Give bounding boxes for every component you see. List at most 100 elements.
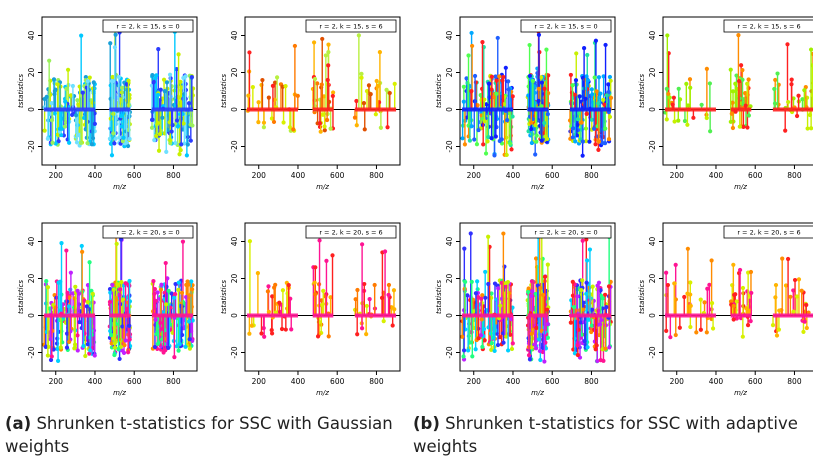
- data-point: [320, 36, 325, 42]
- data-point: [809, 126, 813, 131]
- data-point: [598, 322, 603, 327]
- data-point: [68, 270, 73, 275]
- data-point: [49, 117, 55, 123]
- data-point: [461, 99, 466, 104]
- data-point: [154, 332, 159, 337]
- data-point: [575, 117, 581, 122]
- data-point: [579, 120, 584, 125]
- data-point: [249, 323, 254, 328]
- data-point: [43, 344, 48, 349]
- data-point: [367, 297, 372, 302]
- data-point: [682, 118, 688, 124]
- data-point: [677, 325, 682, 330]
- data-point: [87, 307, 92, 312]
- data-point: [607, 345, 612, 350]
- y-tick-label: 0: [445, 313, 454, 318]
- x-axis-label: m/z: [531, 183, 544, 191]
- y-tick-label: 20: [648, 68, 657, 78]
- data-point: [505, 279, 511, 285]
- data-point: [359, 71, 364, 76]
- data-point: [580, 278, 585, 283]
- data-point: [575, 122, 580, 127]
- y-tick-label: -20: [230, 140, 239, 152]
- x-tick-label: 400: [506, 377, 521, 386]
- data-point: [270, 83, 276, 88]
- data-point: [255, 271, 260, 276]
- data-point: [157, 132, 163, 137]
- data-point: [594, 89, 599, 94]
- data-point: [691, 115, 696, 120]
- data-point: [58, 279, 63, 284]
- data-point: [311, 40, 317, 45]
- x-tick-label: 600: [748, 171, 763, 180]
- data-point: [482, 338, 487, 343]
- y-tick-label: -20: [648, 140, 657, 152]
- data-point: [161, 350, 166, 355]
- data-point: [568, 72, 573, 78]
- data-point: [124, 140, 129, 145]
- baseline-band: [664, 107, 716, 112]
- data-point: [107, 287, 113, 292]
- data-point: [474, 142, 480, 147]
- data-point: [544, 136, 550, 142]
- data-point: [119, 124, 124, 129]
- data-point: [327, 99, 332, 105]
- data-point: [152, 138, 157, 143]
- data-point: [534, 133, 539, 138]
- x-tick-label: 200: [252, 377, 267, 386]
- x-tick-label: 600: [748, 377, 763, 386]
- data-point: [330, 253, 335, 258]
- data-point: [475, 279, 480, 284]
- data-point: [317, 238, 322, 243]
- data-point: [478, 333, 484, 338]
- data-point: [88, 348, 93, 353]
- data-point: [584, 111, 589, 116]
- data-point: [465, 293, 470, 298]
- data-point: [364, 332, 369, 337]
- data-point: [110, 74, 115, 80]
- data-point: [45, 136, 51, 141]
- data-point: [378, 125, 383, 130]
- data-point: [671, 95, 676, 100]
- data-point: [283, 83, 288, 89]
- data-point: [585, 52, 590, 58]
- data-point: [112, 141, 117, 146]
- data-point: [360, 242, 365, 247]
- data-point: [601, 358, 606, 363]
- x-tick-label: 600: [330, 377, 345, 386]
- baseline-band: [43, 107, 95, 112]
- data-point: [497, 334, 502, 340]
- data-point: [176, 280, 181, 285]
- data-point: [261, 125, 266, 130]
- data-point: [352, 115, 358, 120]
- data-point: [277, 300, 282, 305]
- x-tick-label: 400: [291, 171, 306, 180]
- data-point: [75, 333, 80, 338]
- panel-legend-text: r = 2, k = 15, s = 0: [116, 23, 179, 31]
- baseline-band: [109, 107, 131, 112]
- data-point: [464, 76, 469, 81]
- data-point: [591, 126, 597, 131]
- data-point: [596, 101, 601, 106]
- plot-panel-a-1-1: 200 400 600 800 -20 0 20 40 m/z tstatistics r = 2,…: [220, 222, 401, 397]
- data-point: [608, 78, 613, 83]
- data-point: [743, 90, 748, 96]
- data-point: [596, 139, 602, 144]
- y-tick-label: 20: [648, 274, 657, 284]
- data-point: [120, 297, 126, 302]
- data-point: [55, 132, 61, 137]
- data-point: [472, 137, 477, 142]
- data-point: [536, 337, 542, 342]
- data-point: [734, 73, 739, 78]
- data-point: [573, 139, 578, 144]
- data-point: [270, 294, 275, 299]
- data-point: [800, 97, 805, 102]
- data-point: [533, 291, 538, 297]
- data-point: [603, 42, 608, 48]
- plot-frame: [662, 16, 813, 166]
- data-point: [794, 294, 800, 299]
- data-point: [501, 340, 506, 345]
- data-point: [533, 346, 539, 351]
- data-point: [575, 294, 580, 299]
